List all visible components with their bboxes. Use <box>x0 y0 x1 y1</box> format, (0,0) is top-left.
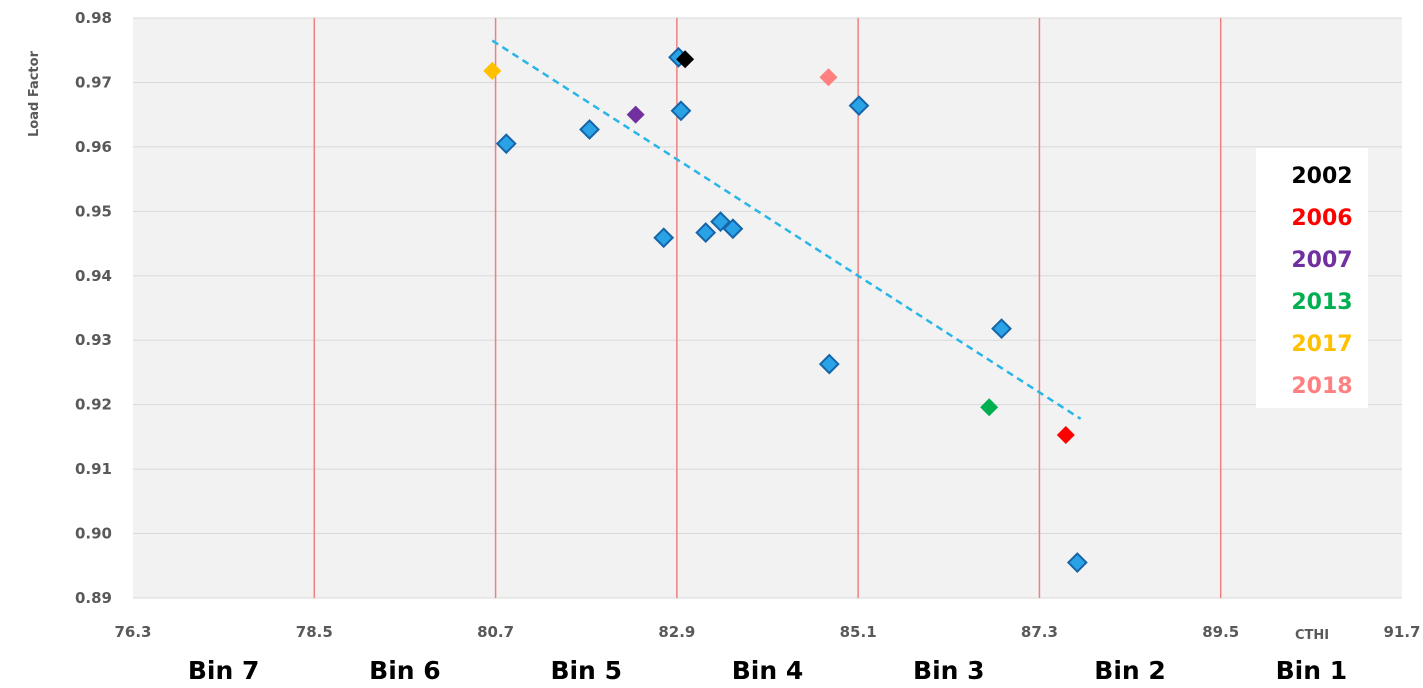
data-point <box>579 119 600 140</box>
y-tick-label: 0.98 <box>75 9 112 27</box>
point-2013 <box>980 398 999 417</box>
x-tick-label: 87.3 <box>1021 623 1058 641</box>
legend-entry-2007: 2007 <box>1291 248 1352 273</box>
legend-entry-2002: 2002 <box>1291 164 1352 189</box>
data-point <box>695 222 717 244</box>
y-axis-title: Load Factor <box>27 50 42 137</box>
legend: 2002 2006 2007 2013 2017 2018 <box>1256 148 1368 408</box>
y-tick-label: 0.94 <box>75 267 112 285</box>
y-tick-labels: 0.89 0.90 0.91 0.92 0.93 0.94 0.95 0.96 0.97 0.98 <box>75 9 112 607</box>
data-points <box>483 46 1088 573</box>
x-tick-label: 85.1 <box>840 623 877 641</box>
bin-label: Bin 4 <box>732 656 804 685</box>
y-tick-label: 0.97 <box>75 73 112 91</box>
legend-entry-2017: 2017 <box>1291 332 1352 357</box>
data-point <box>495 133 517 155</box>
point-2006 <box>1056 425 1075 444</box>
bin-label: Bin 6 <box>369 656 441 685</box>
plot-area <box>133 18 1402 598</box>
y-tick-label: 0.92 <box>75 396 112 414</box>
y-tick-label: 0.96 <box>75 138 112 156</box>
legend-entry-2006: 2006 <box>1291 206 1352 231</box>
y-tick-label: 0.93 <box>75 331 112 349</box>
bin-label: Bin 2 <box>1094 656 1166 685</box>
data-point <box>710 211 731 233</box>
x-tick-label: 82.9 <box>658 623 695 641</box>
data-point <box>670 100 692 122</box>
bin-label: Bin 1 <box>1276 656 1348 685</box>
legend-box <box>1256 148 1368 408</box>
x-tick-label: 78.5 <box>296 623 333 641</box>
x-tick-label: 91.7 <box>1383 623 1420 641</box>
data-point <box>991 318 1012 340</box>
gridlines <box>133 17 1402 599</box>
y-tick-label: 0.89 <box>75 589 112 607</box>
point-2002 <box>676 50 695 69</box>
x-tick-label: 76.3 <box>114 623 151 641</box>
x-tick-label: 80.7 <box>477 623 514 641</box>
data-point <box>722 218 744 240</box>
y-tick-label: 0.95 <box>75 202 112 220</box>
x-tick-label: 89.5 <box>1202 623 1239 641</box>
data-point <box>1066 552 1088 573</box>
point-2007 <box>626 105 645 124</box>
data-point <box>818 353 840 375</box>
legend-entry-2018: 2018 <box>1291 374 1352 399</box>
legend-entry-2013: 2013 <box>1291 290 1352 315</box>
point-2018 <box>819 68 838 87</box>
trendline-path <box>491 39 1082 420</box>
x-axis-title: CTHI <box>1295 628 1329 643</box>
bin-labels: Bin 7 Bin 6 Bin 5 Bin 4 Bin 3 Bin 2 Bin 1 <box>188 656 1347 685</box>
x-tick-labels: 76.3 78.5 80.7 82.9 85.1 87.3 89.5 91.7 <box>114 623 1420 641</box>
y-tick-label: 0.91 <box>75 460 112 478</box>
bin-label: Bin 7 <box>188 656 260 685</box>
data-point <box>653 227 675 249</box>
trendline <box>491 39 1082 420</box>
data-point <box>848 95 870 117</box>
y-tick-label: 0.90 <box>75 525 112 543</box>
point-2017 <box>483 61 502 80</box>
bin-label: Bin 5 <box>550 656 622 685</box>
bin-label: Bin 3 <box>913 656 985 685</box>
